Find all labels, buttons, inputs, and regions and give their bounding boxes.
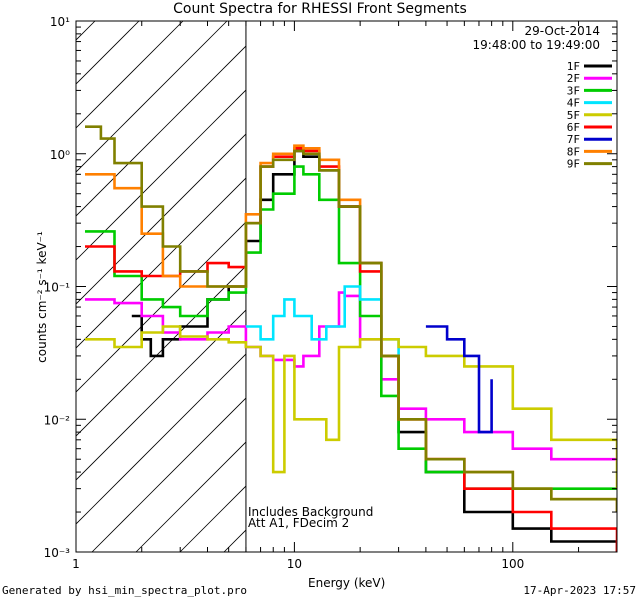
y-tick-label: 10⁰ xyxy=(50,148,70,162)
generator-footer: Generated by hsi_min_spectra_plot.pro xyxy=(2,584,248,597)
attenuator-note: Att A1, FDecim 2 xyxy=(248,516,350,530)
hatch-line xyxy=(532,21,640,552)
hatch-line xyxy=(91,397,246,552)
y-tick-label: 10⁻³ xyxy=(44,546,71,560)
series-line-3f xyxy=(85,165,617,490)
legend-label-6f: 6F xyxy=(567,121,580,134)
legend-label-3f: 3F xyxy=(567,84,580,97)
timestamp-footer: 17-Apr-2023 17:57 xyxy=(523,584,636,597)
hatch-line xyxy=(76,133,246,305)
hatch-line xyxy=(76,177,246,349)
date-annotation: 29-Oct-2014 xyxy=(524,24,600,38)
x-tick-label: 1 xyxy=(72,557,80,571)
hatch-line xyxy=(76,21,184,129)
hatch-line xyxy=(620,21,640,552)
background-note: Includes Background xyxy=(248,505,374,519)
series-group xyxy=(85,125,617,552)
legend-label-4f: 4F xyxy=(567,97,580,110)
y-axis-label: counts cm⁻² s⁻¹ keV⁻¹ xyxy=(35,231,49,363)
x-axis-label: Energy (keV) xyxy=(308,576,386,590)
series-line-8f xyxy=(85,144,617,512)
legend-label-1f: 1F xyxy=(567,60,580,73)
series-line-2f xyxy=(85,291,617,461)
y-tick-label: 10¹ xyxy=(50,15,70,29)
y-tick-label: 10⁻¹ xyxy=(44,281,71,295)
hatch-line xyxy=(76,353,246,525)
legend-label-8f: 8F xyxy=(567,145,580,158)
series-line-4f xyxy=(245,285,400,356)
series-line-9f xyxy=(85,125,617,512)
hatch-line xyxy=(76,45,246,217)
legend-label-5f: 5F xyxy=(567,109,580,122)
hatch-line xyxy=(0,21,7,552)
series-line-5f xyxy=(85,325,617,489)
series-line-6f xyxy=(85,147,617,552)
hatch-line xyxy=(76,309,246,481)
x-tick-label: 10 xyxy=(287,557,302,571)
hatch-line xyxy=(135,441,246,552)
hatch-line xyxy=(76,21,228,173)
chart-title: Count Spectra for RHESSI Front Segments xyxy=(173,1,467,17)
legend-label-2f: 2F xyxy=(567,72,580,85)
legend-label-9f: 9F xyxy=(567,158,580,171)
hatch-line xyxy=(76,89,246,261)
shaded-region-hatch xyxy=(0,21,640,552)
series-line-7f xyxy=(425,325,493,434)
x-tick-label: 100 xyxy=(501,557,524,571)
time-range-annotation: 19:48:00 to 19:49:00 xyxy=(472,38,600,52)
legend-label-7f: 7F xyxy=(567,133,580,146)
y-tick-label: 10⁻² xyxy=(44,413,71,427)
